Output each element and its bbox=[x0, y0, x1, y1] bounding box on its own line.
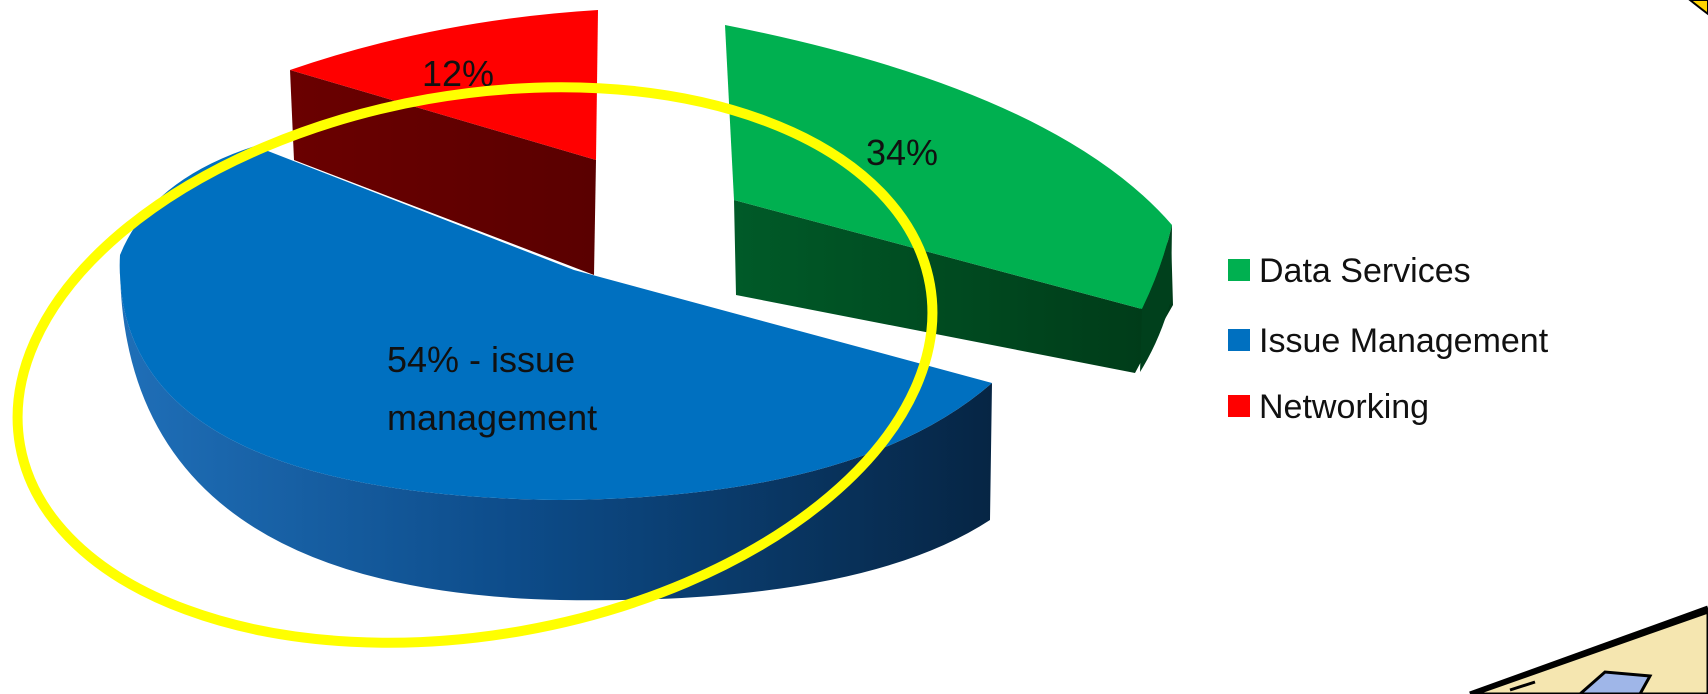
legend: Data Services Issue Management Networkin… bbox=[1228, 252, 1549, 426]
slice-data-services-top bbox=[725, 25, 1172, 309]
highlight-ellipse bbox=[12, 82, 938, 648]
legend-swatch-issue-management bbox=[1228, 329, 1250, 351]
slice-label-issue-management-line1: 54% - issue bbox=[387, 339, 575, 380]
decorative-clipart-top-right bbox=[1688, 0, 1708, 16]
slice-data-services-side bbox=[734, 200, 1173, 373]
slice-networking-top bbox=[290, 10, 598, 160]
slice-data-services-rim bbox=[1140, 225, 1172, 372]
legend-item-issue-management: Issue Management bbox=[1228, 322, 1549, 360]
slice-issue-management: 54% - issue management bbox=[119, 146, 992, 601]
decorative-clipart-bottom-right bbox=[1469, 605, 1708, 694]
slice-networking-side bbox=[290, 70, 596, 275]
legend-item-networking: Networking bbox=[1228, 388, 1429, 426]
legend-label-networking: Networking bbox=[1259, 388, 1429, 426]
slice-label-data-services: 34% bbox=[866, 132, 938, 173]
legend-item-data-services: Data Services bbox=[1228, 252, 1471, 290]
legend-swatch-data-services bbox=[1228, 259, 1250, 281]
legend-label-issue-management: Issue Management bbox=[1259, 322, 1549, 360]
legend-swatch-networking bbox=[1228, 395, 1250, 417]
legend-label-data-services: Data Services bbox=[1259, 252, 1471, 290]
slice-data-services: 34% bbox=[725, 25, 1173, 373]
slice-issue-management-top bbox=[119, 146, 992, 500]
slice-issue-management-side bbox=[119, 255, 992, 601]
slice-label-issue-management-line2: management bbox=[387, 397, 597, 438]
slice-label-issue-management: 54% - issue management bbox=[387, 339, 597, 438]
